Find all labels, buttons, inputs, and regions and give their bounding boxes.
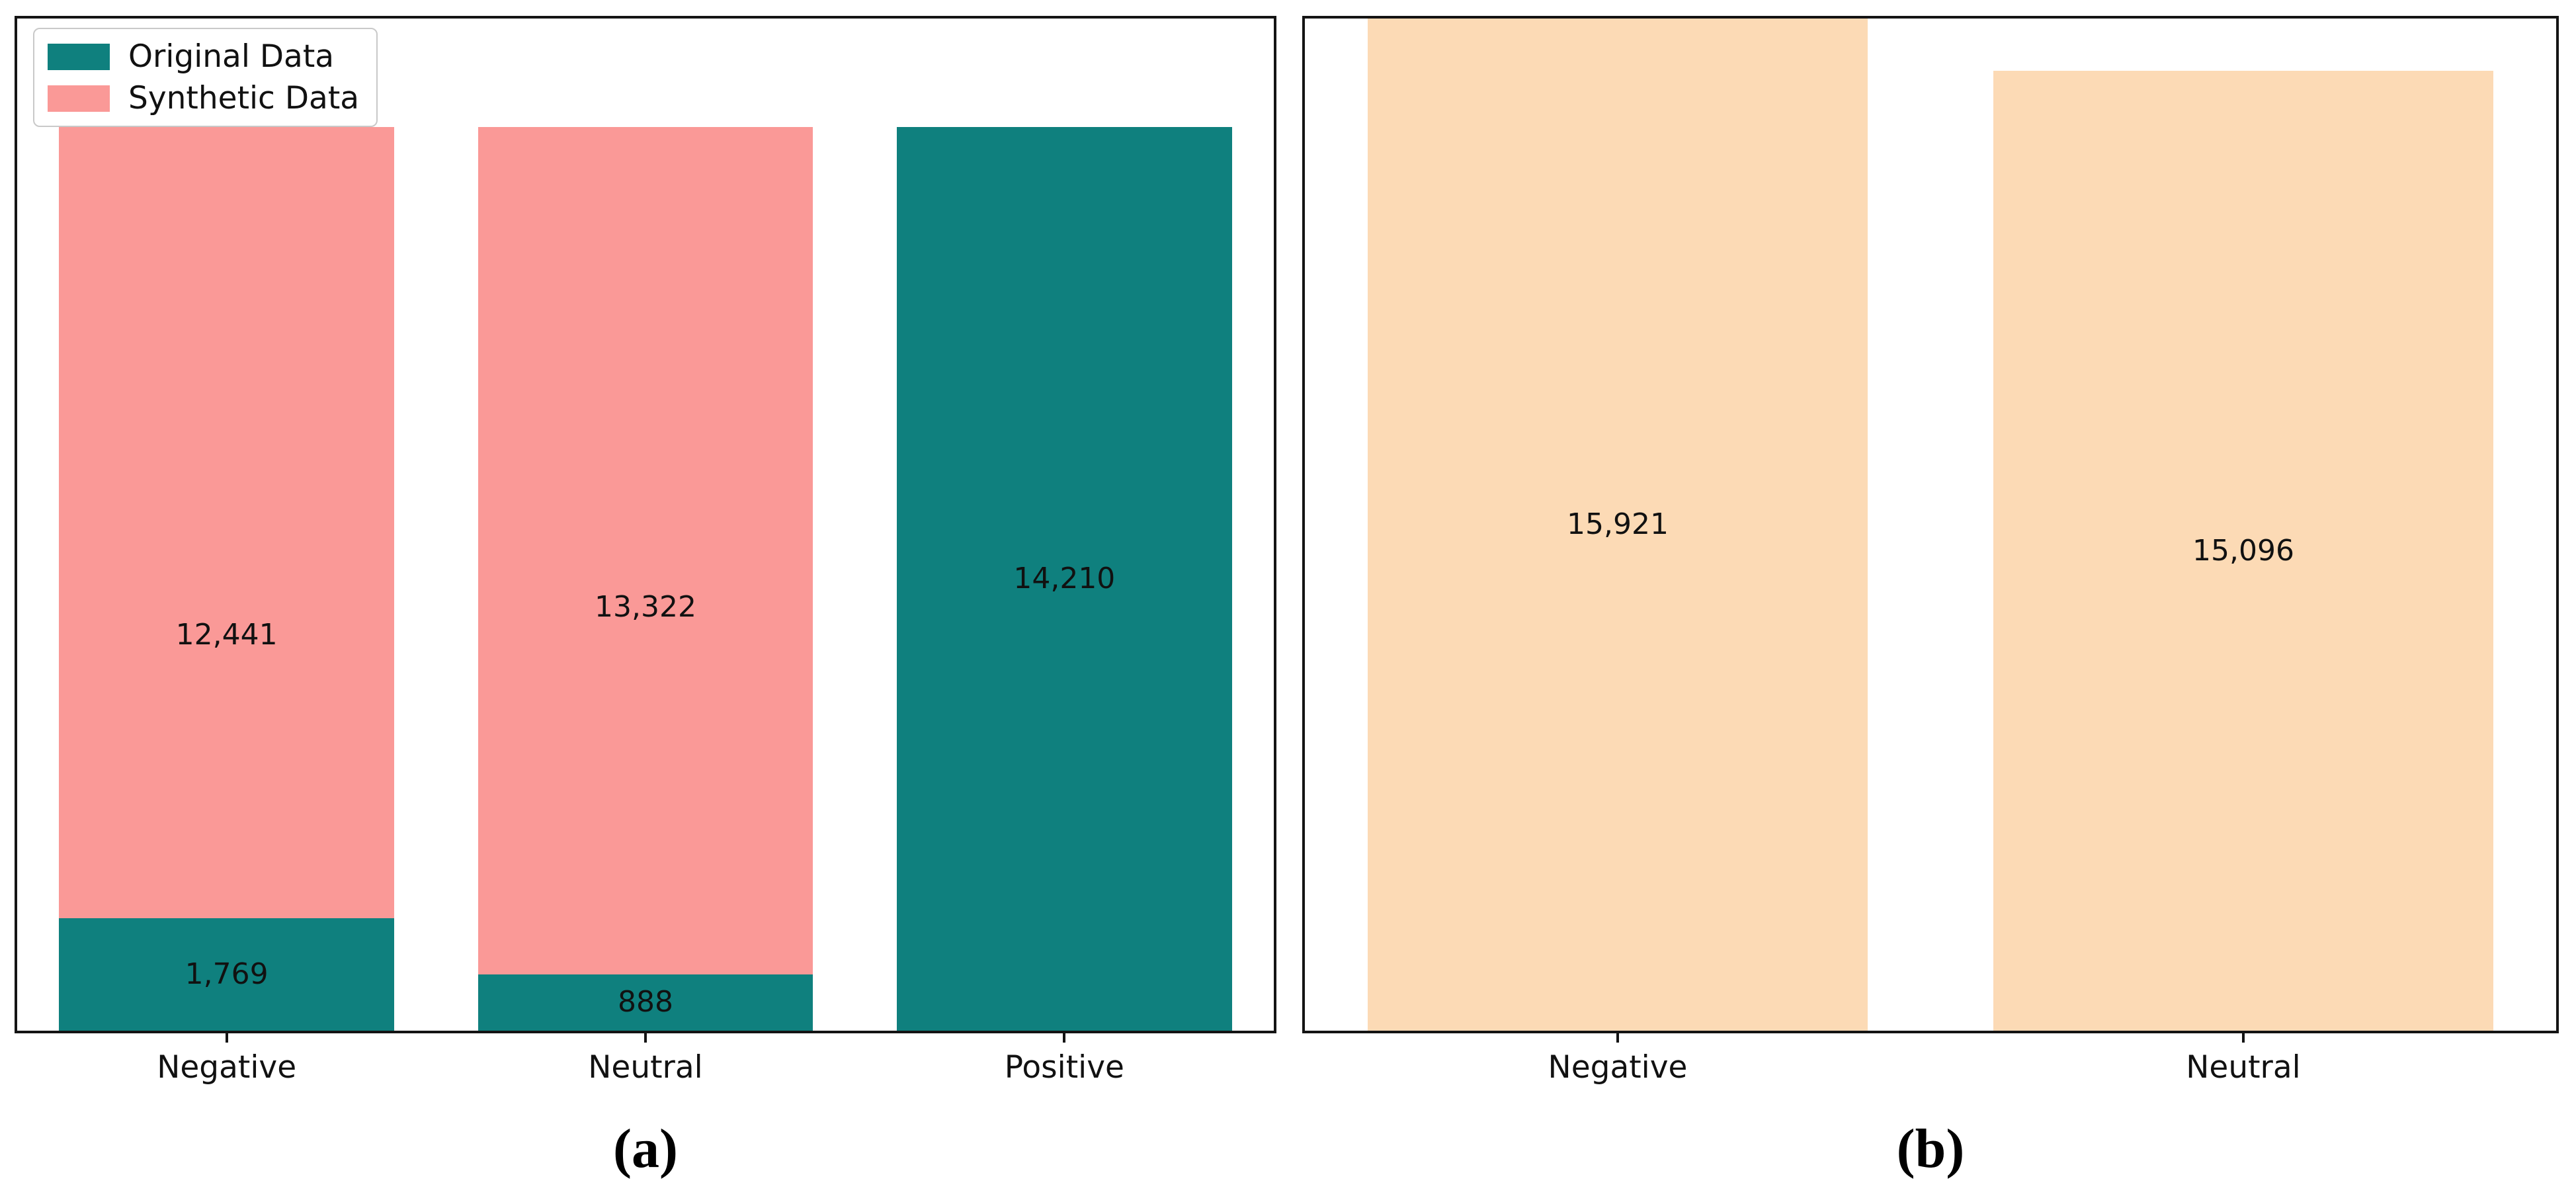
chart-a-panel: 1,769 12,441 Negative 888 13,322 Neutral 14,21… (15, 16, 1276, 1084)
legend: Original Data Synthetic Data (33, 28, 378, 127)
legend-label-original-data: Original Data (128, 38, 335, 75)
bar-value-label: 12,441 (175, 618, 278, 652)
bar-value-label: 13,322 (595, 589, 696, 624)
x-tick (1063, 1031, 1066, 1043)
bar-value-label: 15,921 (1567, 507, 1669, 541)
bar-segment (1993, 71, 2494, 1031)
x-tick-label: Positive (1004, 1049, 1124, 1086)
bar-value-label: 1,769 (185, 957, 269, 991)
x-tick (2242, 1031, 2245, 1043)
legend-item-synthetic-data: Synthetic Data (48, 83, 359, 114)
chart-b-panel: 15,921 Negative 15,096 Neutral (1302, 16, 2559, 1084)
x-tick-label: Negative (1548, 1049, 1688, 1086)
bar-segment (478, 127, 813, 974)
bar-segment (478, 974, 813, 1031)
legend-label-synthetic-data: Synthetic Data (128, 80, 360, 116)
bar-segment (897, 127, 1232, 1031)
x-tick (644, 1031, 647, 1043)
caption-a: (a) (613, 1118, 678, 1180)
bar-segment (59, 127, 394, 918)
x-tick-label: Neutral (588, 1049, 703, 1086)
x-tick (225, 1031, 228, 1043)
bar-value-label: 15,096 (2192, 533, 2294, 568)
caption-b: (b) (1896, 1118, 1965, 1180)
bar-segment (1367, 19, 1868, 1031)
bar-value-label: 14,210 (1013, 562, 1116, 596)
chart-b-plot: 15,921 Negative 15,096 Neutral (1305, 19, 2556, 1084)
legend-item-original-data: Original Data (48, 41, 359, 72)
x-tick-label: Neutral (2186, 1049, 2301, 1086)
bar-value-label: 888 (618, 985, 673, 1019)
chart-a-plot: 1,769 12,441 Negative 888 13,322 Neutral 14,21… (17, 19, 1274, 1084)
legend-swatch-original-data (48, 43, 110, 70)
x-tick (1616, 1031, 1619, 1043)
bar-segment (59, 918, 394, 1031)
legend-swatch-synthetic-data (48, 85, 110, 112)
x-tick-label: Negative (157, 1049, 297, 1086)
